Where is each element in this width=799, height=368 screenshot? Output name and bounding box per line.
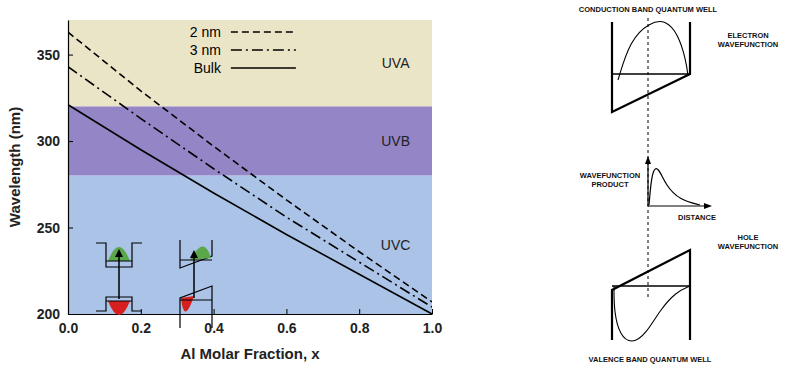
plot-area [68,20,432,314]
series-line [68,105,432,314]
tick-label: 1.0 [423,320,443,336]
tick-mark [68,141,73,142]
hole-level [612,285,690,286]
tick: 250 [37,220,73,236]
wavefunction-product [649,169,700,205]
tick-mark [432,309,433,314]
tick-label: 200 [37,306,61,322]
tilted-well-icon [180,240,212,328]
electron-wavefunction [618,22,688,80]
legend-entry: 2 nm [190,24,296,40]
hole-state [181,296,194,312]
inset-icons [96,240,212,328]
uv-band [68,20,432,106]
tick-mark [359,309,360,314]
tick-label: 0.6 [277,320,297,336]
level [106,301,132,302]
legend-label: 2 nm [190,24,221,40]
axis-line [69,314,433,315]
series-line [68,67,432,307]
figure: 0.0 0.2 0.4 0.6 0.8 1.0 200 250 300 350 UVA UVB UVC 2… [0,0,799,368]
uv-band [68,106,432,175]
legend-label: 3 nm [190,42,221,58]
band-label: UVC [381,237,411,253]
transition-arrow [118,255,120,299]
axis-line [68,21,69,315]
legend-entry: Bulk [194,60,296,76]
y-axis-title: Wavelength (nm) [6,107,23,227]
diagram-label: ELECTRONWAVEFUNCTION [718,31,778,49]
diagram-label: DISTANCE [678,213,716,222]
tick-mark [214,309,215,314]
hole-state [108,301,130,315]
level [180,260,212,261]
legend-label: Bulk [194,60,222,76]
tick-label: 0.2 [132,320,152,336]
diagram-label: HOLEWAVEFUNCTION [718,233,778,251]
tick-mark [286,309,287,314]
electron-level [612,73,690,74]
tick: 0.6 [277,309,297,336]
legend-entry: 3 nm [190,42,296,58]
legend-swatch [231,31,296,33]
band-label: UVA [382,55,410,71]
band-diagram: CONDUCTION BAND QUANTUM WELL ELECTRONWAVE… [579,5,778,364]
x-axis-title: Al Molar Fraction, x [180,345,320,362]
arrow-head [115,249,123,257]
tick-mark [68,314,73,315]
tick-label: 0.8 [350,320,370,336]
level [180,300,212,301]
valence-well [612,250,690,340]
y-axis: 200 250 300 350 [37,21,73,322]
tick: 350 [37,47,73,63]
tick-label: 300 [37,133,61,149]
tick-label: 350 [37,47,61,63]
conduction-well [612,22,690,112]
diagram-label: CONDUCTION BAND QUANTUM WELL [579,5,718,14]
tick-label: 250 [37,220,61,236]
product-axes [648,160,708,206]
tick: 0.2 [132,309,152,336]
series-line [68,32,432,302]
tick: 0.8 [350,309,370,336]
plot: 0.0 0.2 0.4 0.6 0.8 1.0 200 250 300 350 UVA UVB UVC 2… [37,20,443,336]
band-label: UVB [381,133,410,149]
tick: 0.4 [204,309,224,336]
electron-state [190,246,211,260]
diagram-label: WAVEFUNCTIONPRODUCT [580,171,640,189]
legend: 2 nm 3 nm Bulk [190,24,296,76]
tick-mark [68,228,73,229]
tick-label: 0.4 [204,320,224,336]
tick: 1.0 [423,309,443,336]
well-outline [180,240,212,268]
tick: 200 [37,306,73,322]
square-well-icon [96,243,142,315]
arrow-head [645,156,712,209]
legend-swatch [231,67,296,69]
tick: 300 [37,133,73,149]
tick-label: 0.0 [59,320,79,336]
uv-band [68,176,432,314]
arrow-head [190,250,198,258]
transition-arrow [193,256,195,298]
legend-swatch [231,49,296,51]
well-outline [180,286,212,328]
hole-wavefunction [614,286,690,341]
diagram-label: VALENCE BAND QUANTUM WELL [589,355,712,364]
tick-mark [68,55,73,56]
